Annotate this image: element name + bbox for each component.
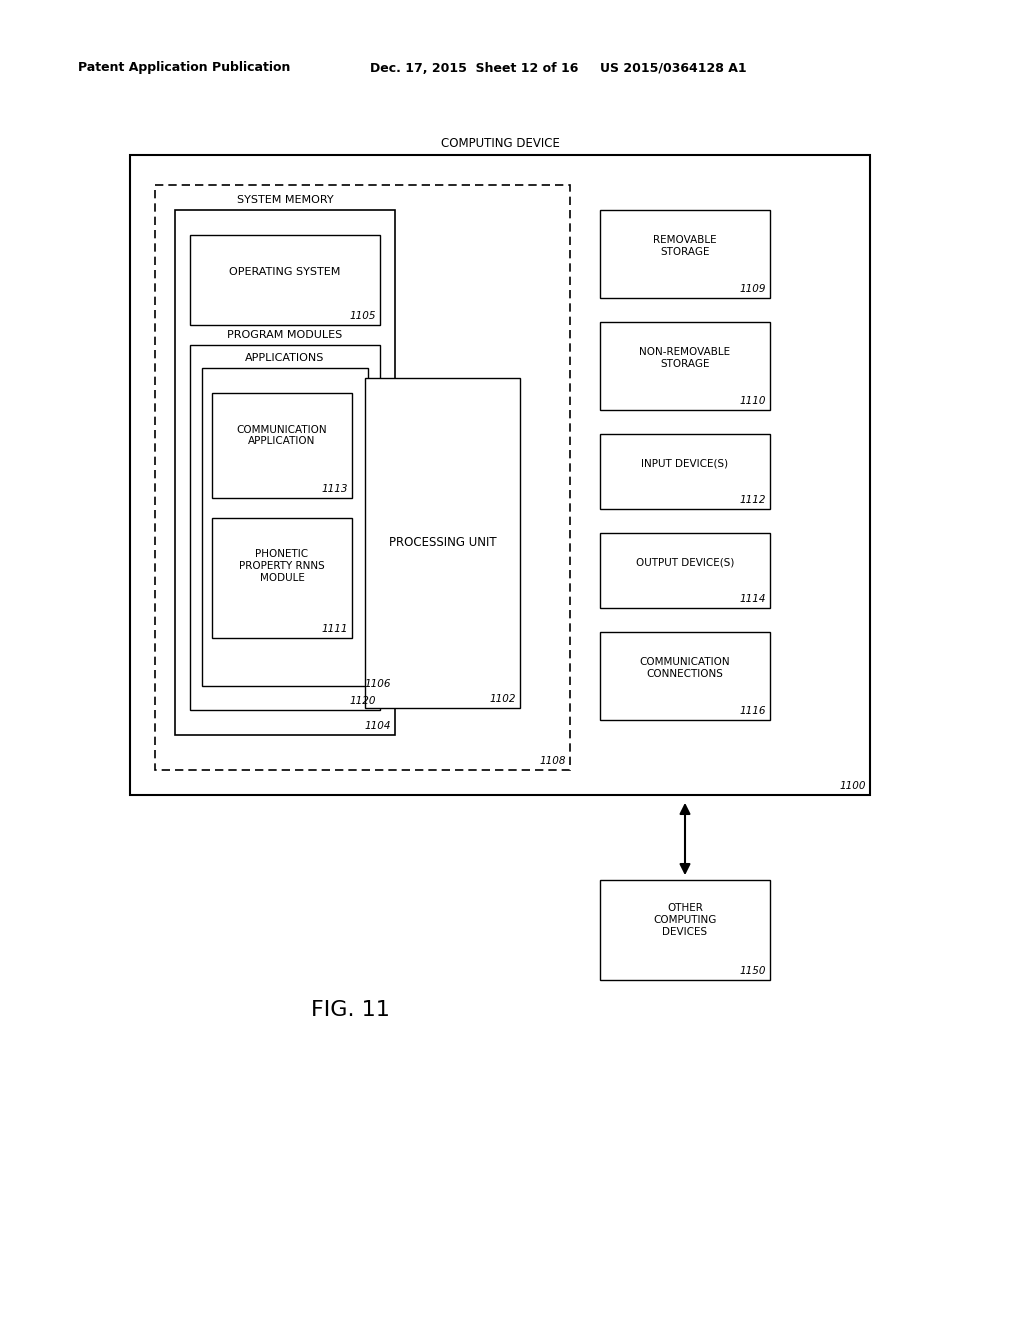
- Text: 1116: 1116: [739, 706, 766, 715]
- Bar: [212, 393, 352, 498]
- Text: 1104: 1104: [365, 721, 391, 731]
- Text: 1109: 1109: [739, 284, 766, 294]
- Text: US 2015/0364128 A1: US 2015/0364128 A1: [600, 62, 746, 74]
- Text: 1102: 1102: [489, 694, 516, 704]
- Bar: [600, 210, 770, 298]
- Text: OPERATING SYSTEM: OPERATING SYSTEM: [229, 267, 341, 277]
- Bar: [365, 378, 520, 708]
- Text: COMMUNICATION
APPLICATION: COMMUNICATION APPLICATION: [237, 425, 328, 446]
- Bar: [600, 533, 770, 609]
- Text: 1114: 1114: [739, 594, 766, 605]
- Text: 1113: 1113: [322, 484, 348, 494]
- Text: 1110: 1110: [739, 396, 766, 407]
- Text: Patent Application Publication: Patent Application Publication: [78, 62, 291, 74]
- Text: OUTPUT DEVICE(S): OUTPUT DEVICE(S): [636, 557, 734, 568]
- Bar: [202, 368, 368, 686]
- Text: PROCESSING UNIT: PROCESSING UNIT: [389, 536, 497, 549]
- Bar: [130, 154, 870, 795]
- Bar: [600, 434, 770, 510]
- Text: COMPUTING DEVICE: COMPUTING DEVICE: [440, 137, 559, 150]
- Text: 1108: 1108: [540, 756, 566, 766]
- Bar: [190, 235, 380, 325]
- Text: 1105: 1105: [349, 312, 376, 321]
- Bar: [175, 210, 395, 735]
- Text: COMMUNICATION
CONNECTIONS: COMMUNICATION CONNECTIONS: [640, 657, 730, 678]
- Text: PHONETIC
PROPERTY RNNS
MODULE: PHONETIC PROPERTY RNNS MODULE: [240, 549, 325, 582]
- Bar: [190, 345, 380, 710]
- Text: NON-REMOVABLE
STORAGE: NON-REMOVABLE STORAGE: [639, 347, 730, 368]
- Text: SYSTEM MEMORY: SYSTEM MEMORY: [237, 195, 334, 205]
- Text: 1100: 1100: [840, 781, 866, 791]
- Text: 1150: 1150: [739, 966, 766, 975]
- Bar: [600, 880, 770, 979]
- Text: PROGRAM MODULES: PROGRAM MODULES: [227, 330, 343, 341]
- Text: 1106: 1106: [365, 678, 391, 689]
- Bar: [600, 632, 770, 719]
- Bar: [155, 185, 570, 770]
- Text: 1120: 1120: [349, 696, 376, 706]
- Text: FIG. 11: FIG. 11: [310, 1001, 389, 1020]
- Bar: [600, 322, 770, 411]
- Text: 1112: 1112: [739, 495, 766, 506]
- Text: APPLICATIONS: APPLICATIONS: [246, 352, 325, 363]
- Text: Dec. 17, 2015  Sheet 12 of 16: Dec. 17, 2015 Sheet 12 of 16: [370, 62, 579, 74]
- Text: REMOVABLE
STORAGE: REMOVABLE STORAGE: [653, 235, 717, 257]
- Text: OTHER
COMPUTING
DEVICES: OTHER COMPUTING DEVICES: [653, 903, 717, 937]
- Text: INPUT DEVICE(S): INPUT DEVICE(S): [641, 458, 728, 469]
- Bar: [212, 517, 352, 638]
- Text: 1111: 1111: [322, 624, 348, 634]
